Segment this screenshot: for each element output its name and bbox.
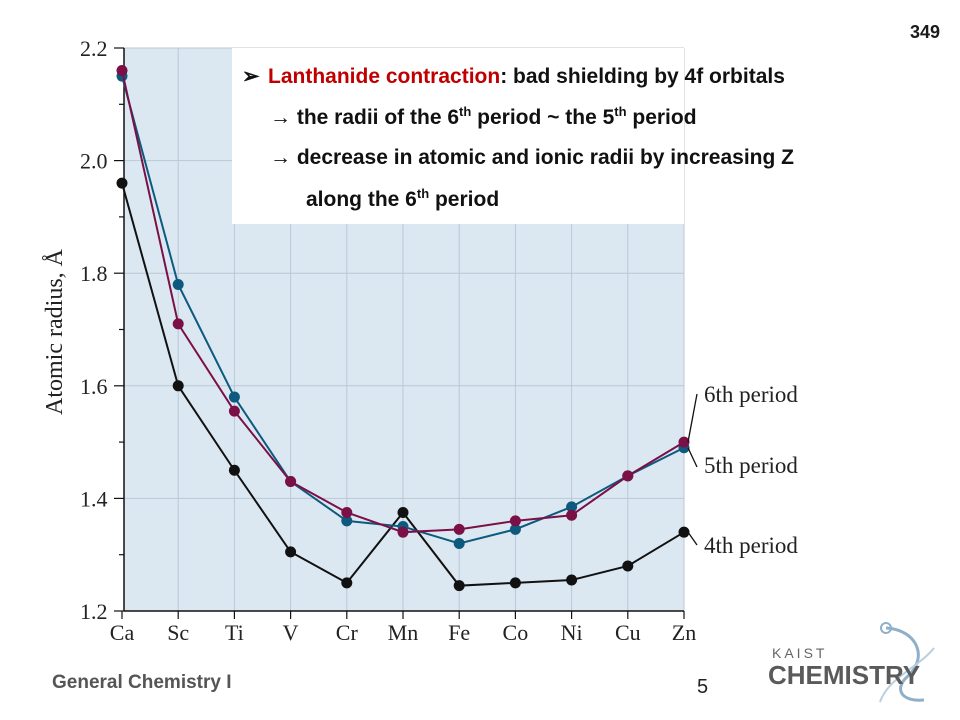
data-point <box>509 523 521 535</box>
course-footer: General Chemistry I <box>52 672 232 693</box>
y-tick-label: 1.6 <box>80 374 108 399</box>
data-point <box>116 177 128 189</box>
arrowhead-bullet-icon: ➢ <box>242 65 260 88</box>
data-point <box>172 380 184 392</box>
text-line-4: along the 6th period <box>306 186 499 212</box>
text-line-2-sup2: th <box>614 104 627 119</box>
data-point <box>678 526 690 538</box>
text-line-2-sup1: th <box>459 104 472 119</box>
data-point <box>622 560 634 572</box>
y-tick-label: 1.4 <box>80 486 108 511</box>
y-tick-labels: 1.2 1.4 1.6 1.8 2.0 2.2 <box>80 36 108 624</box>
data-point <box>453 580 465 592</box>
x-tick-label: Ti <box>225 620 244 645</box>
text-line-2a: → the radii of the 6 <box>270 106 460 129</box>
x-tick-label: V <box>283 620 299 645</box>
y-axis-label: Atomic radius, Å <box>42 248 68 415</box>
x-tick-label: Cu <box>615 620 641 645</box>
data-point <box>228 405 240 417</box>
x-tick-label: Cr <box>336 620 359 645</box>
x-tick-label: Ni <box>561 620 583 645</box>
data-point <box>453 537 465 549</box>
data-point <box>566 509 578 521</box>
data-point <box>172 278 184 290</box>
legend-label: 4th period <box>704 533 798 558</box>
data-point <box>228 464 240 476</box>
legend: 6th period 5th period 4th period <box>687 382 798 558</box>
axes <box>114 47 685 619</box>
y-tick-label: 1.8 <box>80 261 108 286</box>
data-point <box>622 470 634 482</box>
legend-label: 6th period <box>704 382 798 407</box>
lanthanide-term: Lanthanide contraction <box>268 65 501 88</box>
x-tick-label: Sc <box>167 620 189 645</box>
legend-leader-line <box>687 393 698 443</box>
data-point <box>116 65 128 77</box>
data-point <box>285 546 297 558</box>
data-point <box>341 577 353 589</box>
kaist-chemistry-logo: KAIST CHEMISTRY <box>768 622 935 703</box>
text-line-2b: period ~ the 5 <box>471 106 615 129</box>
text-line-3: → decrease in atomic and ionic radii by … <box>270 146 794 170</box>
text-line-1: ➢ Lanthanide contraction: bad shielding b… <box>242 64 785 89</box>
data-point <box>285 476 297 488</box>
data-point <box>678 436 690 448</box>
text-line-4b: period <box>429 188 500 211</box>
explanation-textbox: ➢ Lanthanide contraction: bad shielding b… <box>232 48 794 224</box>
data-point <box>172 318 184 330</box>
x-tick-label: Zn <box>672 620 696 645</box>
text-line-1-rest: : bad shielding by 4f orbitals <box>500 65 785 88</box>
data-point <box>453 523 465 535</box>
logo-text-top: KAIST <box>772 645 827 661</box>
data-point <box>397 526 409 538</box>
legend-leader-line <box>687 447 698 468</box>
data-point <box>509 515 521 527</box>
data-point <box>566 574 578 586</box>
data-point <box>509 577 521 589</box>
x-tick-label: Mn <box>388 620 419 645</box>
data-point <box>228 391 240 403</box>
data-point <box>566 501 578 513</box>
series-lines <box>116 65 690 592</box>
x-tick-label: Co <box>503 620 529 645</box>
text-line-2: → the radii of the 6th period ~ the 5th … <box>270 104 697 130</box>
text-line-2c: period <box>626 106 697 129</box>
slide-number: 349 <box>909 22 940 42</box>
text-line-3-text: → decrease in atomic and ionic radii by … <box>270 146 794 169</box>
y-tick-label: 2.0 <box>80 149 108 174</box>
x-tick-label: Ca <box>110 620 135 645</box>
y-tick-label: 1.2 <box>80 599 108 624</box>
series-4th-period <box>116 177 690 592</box>
data-point <box>341 506 353 518</box>
data-point <box>341 515 353 527</box>
page-number: 5 <box>697 676 709 698</box>
text-line-4a: along the 6 <box>306 188 417 211</box>
series-6th-period <box>116 65 690 538</box>
data-point <box>397 506 409 518</box>
x-tick-label: Fe <box>448 620 470 645</box>
y-tick-label: 2.2 <box>80 36 108 61</box>
legend-label: 5th period <box>704 453 798 478</box>
text-line-4-sup: th <box>416 186 430 201</box>
logo-text-bottom: CHEMISTRY <box>768 660 920 690</box>
x-tick-labels: Ca Sc Ti V Cr Mn Fe Co Ni Cu Zn <box>110 620 696 645</box>
legend-leader-line <box>687 531 698 546</box>
